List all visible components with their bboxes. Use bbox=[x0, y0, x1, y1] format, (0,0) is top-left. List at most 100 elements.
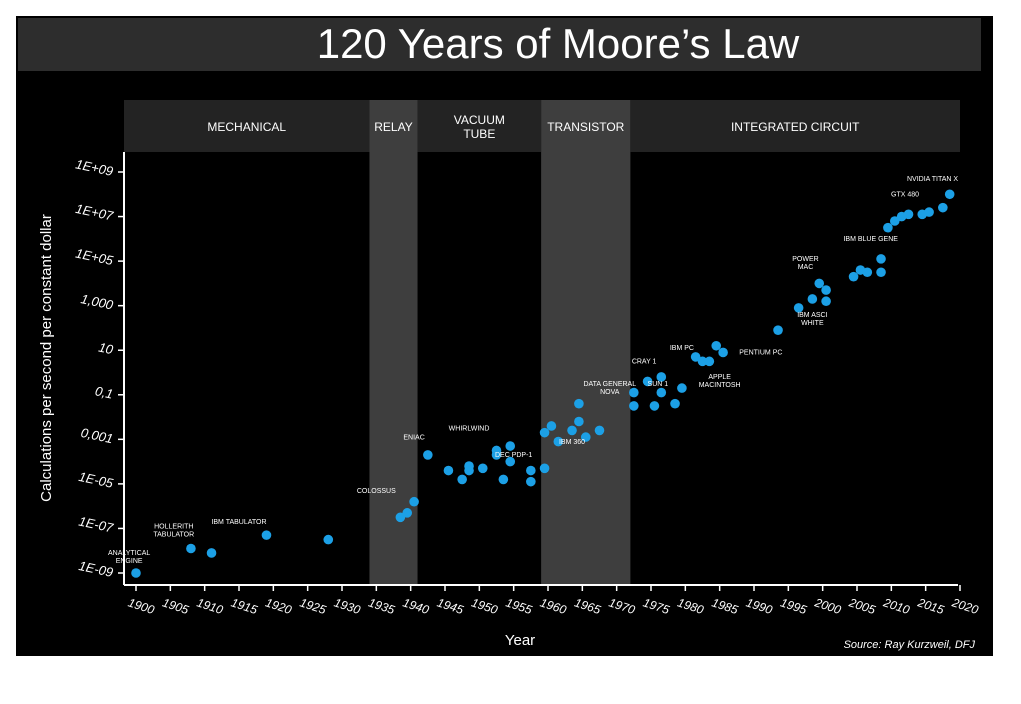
data-point-4 bbox=[323, 534, 334, 545]
data-point-0 bbox=[131, 568, 141, 578]
data-point-45 bbox=[807, 294, 818, 304]
annotation-15: IBM ASCI WHITE bbox=[797, 312, 827, 327]
annotation-8: DATA GENERAL NOVA bbox=[583, 381, 636, 396]
annotation-10: SUN 1 bbox=[648, 381, 669, 388]
annotation-18: NVIDIA TITAN X bbox=[907, 176, 958, 183]
data-point-47 bbox=[821, 285, 831, 295]
data-point-55 bbox=[889, 216, 900, 226]
data-point-2 bbox=[206, 548, 217, 558]
annotation-14: POWER MAC bbox=[792, 256, 818, 271]
data-point-16 bbox=[498, 474, 509, 485]
data-point-27 bbox=[574, 398, 584, 409]
data-point-46 bbox=[814, 278, 825, 289]
y-tick-label-8: 1E-07 bbox=[77, 513, 115, 535]
era-header-0 bbox=[124, 100, 370, 152]
x-axis-label: Year bbox=[505, 632, 535, 649]
data-point-18 bbox=[505, 456, 516, 467]
data-point-8 bbox=[423, 450, 433, 460]
data-point-36 bbox=[670, 398, 680, 409]
era-header-4 bbox=[630, 100, 960, 152]
data-point-52 bbox=[876, 267, 886, 278]
data-point-24 bbox=[553, 436, 564, 447]
y-tick-label-6: 0,001 bbox=[80, 425, 115, 446]
data-point-5 bbox=[395, 512, 406, 523]
data-point-31 bbox=[629, 387, 639, 398]
data-point-13 bbox=[477, 463, 488, 474]
data-point-21 bbox=[539, 463, 550, 474]
data-point-28 bbox=[580, 432, 591, 442]
data-point-20 bbox=[526, 465, 536, 476]
data-point-26 bbox=[574, 416, 584, 427]
data-point-57 bbox=[903, 209, 914, 220]
data-point-41 bbox=[711, 340, 722, 351]
title-bar bbox=[18, 18, 981, 71]
data-point-40 bbox=[704, 356, 715, 367]
annotation-11: IBM PC bbox=[670, 345, 694, 352]
data-point-37 bbox=[677, 383, 687, 393]
annotation-1: HOLLERITH TABULATOR bbox=[153, 523, 194, 538]
annotation-13: PENTIUM PC bbox=[739, 350, 782, 357]
data-point-59 bbox=[924, 207, 934, 217]
era-header-3 bbox=[541, 100, 631, 152]
annotation-16: IBM BLUE GENE bbox=[843, 236, 898, 243]
data-point-9 bbox=[443, 465, 454, 476]
data-point-10 bbox=[457, 474, 467, 485]
data-point-32 bbox=[642, 376, 653, 387]
era-label-0: MECHANICAL bbox=[207, 120, 286, 134]
data-point-6 bbox=[402, 508, 413, 518]
data-point-44 bbox=[793, 303, 804, 313]
annotation-5: WHIRLWIND bbox=[449, 425, 490, 432]
data-point-39 bbox=[697, 356, 708, 367]
era-label-3: TRANSISTOR bbox=[547, 120, 624, 134]
data-point-22 bbox=[539, 427, 550, 438]
y-tick-label-9: 1E-09 bbox=[77, 558, 114, 580]
era-label-4: INTEGRATED CIRCUIT bbox=[731, 120, 860, 134]
annotation-2: IBM TABULATOR bbox=[211, 519, 266, 526]
data-point-53 bbox=[876, 254, 886, 264]
annotation-17: GTX 480 bbox=[891, 192, 919, 199]
era-band-1 bbox=[369, 152, 418, 585]
annotation-12: APPLE MACINTOSH bbox=[699, 374, 741, 389]
annotation-3: COLOSSUS bbox=[357, 488, 396, 495]
data-point-12 bbox=[464, 461, 474, 471]
data-point-1 bbox=[186, 543, 196, 554]
data-point-17 bbox=[505, 441, 516, 451]
data-point-19 bbox=[526, 476, 536, 487]
source-credit: Source: Ray Kurzweil, DFJ bbox=[844, 639, 976, 651]
data-point-3 bbox=[261, 530, 272, 540]
annotation-0: ANALYTICAL ENGINE bbox=[108, 550, 150, 565]
data-point-30 bbox=[629, 401, 639, 411]
data-point-54 bbox=[883, 222, 893, 233]
data-point-60 bbox=[938, 202, 948, 213]
data-point-35 bbox=[656, 372, 667, 382]
data-point-23 bbox=[546, 421, 557, 431]
annotation-7: IBM 360 bbox=[559, 439, 585, 446]
data-point-51 bbox=[862, 267, 873, 278]
era-band-3 bbox=[541, 152, 631, 585]
y-tick-label-5: 0,1 bbox=[94, 383, 115, 401]
chart-title: 120 Years of Moore’s Law bbox=[317, 20, 800, 67]
data-point-38 bbox=[690, 352, 701, 362]
data-point-29 bbox=[594, 425, 605, 436]
annotation-6: DEC PDP-1 bbox=[495, 452, 532, 459]
data-point-43 bbox=[773, 325, 783, 335]
era-label-1: RELAY bbox=[374, 120, 412, 134]
data-point-33 bbox=[649, 401, 660, 411]
data-point-49 bbox=[848, 271, 859, 282]
data-point-25 bbox=[567, 425, 577, 436]
data-point-15 bbox=[491, 450, 502, 460]
data-point-34 bbox=[656, 387, 667, 398]
y-tick-label-4: 10 bbox=[97, 339, 115, 357]
annotation-4: ENIAC bbox=[403, 434, 424, 441]
y-axis-label: Calculations per second per constant dol… bbox=[38, 214, 55, 502]
y-tick-label-7: 1E-05 bbox=[77, 469, 115, 491]
era-header-1 bbox=[369, 100, 418, 152]
era-header-2 bbox=[417, 100, 542, 152]
data-point-7 bbox=[409, 496, 419, 507]
data-point-61 bbox=[944, 189, 955, 200]
y-tick-label-3: 1,000 bbox=[80, 291, 116, 313]
data-point-48 bbox=[821, 296, 831, 307]
annotation-9: CRAY 1 bbox=[632, 359, 657, 366]
